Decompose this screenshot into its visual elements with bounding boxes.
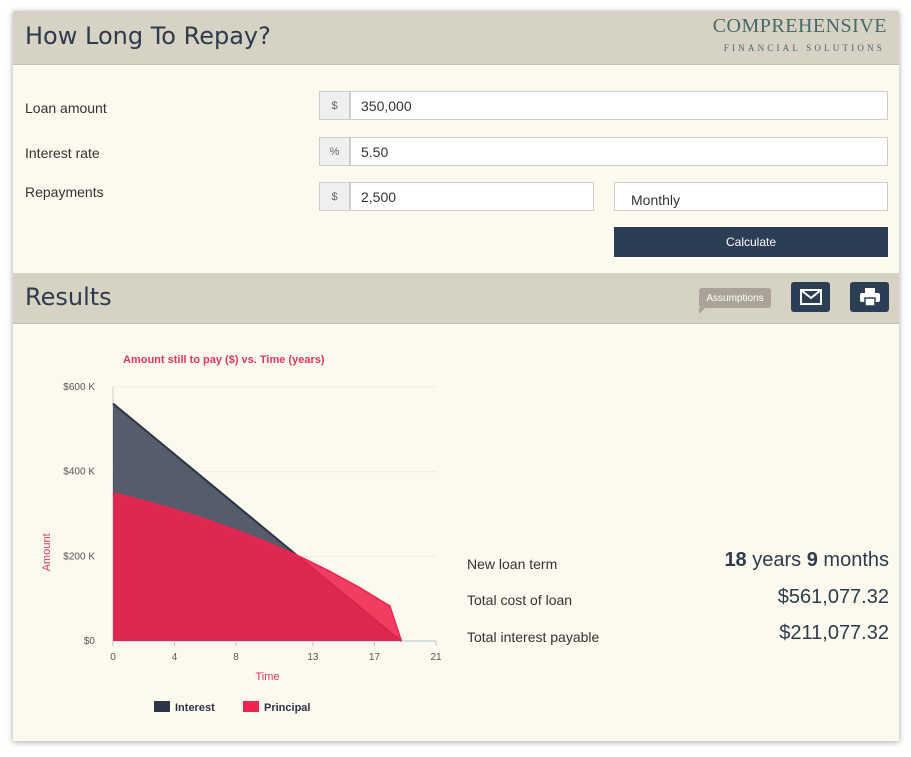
x-tick-label: 4 bbox=[172, 652, 178, 663]
y-axis-label: Amount bbox=[41, 533, 53, 571]
loan-amount-label: Loan amount bbox=[25, 100, 107, 116]
assumptions-button[interactable]: Assumptions bbox=[699, 288, 771, 314]
envelope-icon bbox=[799, 289, 822, 305]
y-tick-label: $400 K bbox=[63, 467, 95, 478]
x-axis-label: Time bbox=[255, 671, 279, 683]
x-tick-label: 0 bbox=[110, 652, 116, 663]
repayments-label: Repayments bbox=[25, 184, 104, 200]
term-label: New loan term bbox=[467, 556, 558, 572]
calculate-button[interactable]: Calculate bbox=[614, 227, 888, 257]
term-value: 18 years 9 months bbox=[724, 549, 889, 572]
legend-swatch-principal bbox=[243, 701, 259, 712]
interest-rate-label: Interest rate bbox=[25, 145, 100, 161]
total-cost-value: $561,077.32 bbox=[777, 586, 889, 608]
principal-line bbox=[112, 492, 403, 642]
legend-swatch-interest bbox=[154, 701, 170, 712]
x-tick-label: 8 bbox=[233, 652, 239, 663]
legend-label-interest: Interest bbox=[175, 702, 215, 714]
y-tick-label: $600 K bbox=[63, 382, 95, 393]
term-years-unit: years bbox=[752, 549, 802, 571]
chart-title: Amount still to pay ($) vs. Time (years) bbox=[123, 354, 325, 366]
loan-balance-chart: $0 $200 K $400 K $600 K 0 4 8 13 17 21 Time Amount I… bbox=[41, 382, 442, 714]
printer-icon bbox=[859, 288, 880, 306]
x-tick-label: 13 bbox=[307, 652, 319, 663]
currency-prefix: $ bbox=[319, 91, 350, 120]
legend-label-principal: Principal bbox=[264, 702, 310, 714]
repayments-input[interactable]: 2,500 bbox=[350, 182, 594, 211]
total-interest-label: Total interest payable bbox=[467, 629, 600, 645]
results-title: Results bbox=[25, 283, 112, 311]
loan-amount-input[interactable]: 350,000 bbox=[350, 91, 888, 120]
term-months-unit: months bbox=[823, 549, 889, 571]
term-months: 9 bbox=[806, 549, 818, 571]
total-cost-label: Total cost of loan bbox=[467, 592, 573, 608]
currency-prefix: $ bbox=[319, 182, 350, 211]
email-button[interactable] bbox=[791, 282, 830, 312]
logo-wordmark: COMPREHENSIVE bbox=[712, 15, 887, 37]
term-years: 18 bbox=[724, 549, 747, 571]
x-tick-label: 21 bbox=[430, 652, 442, 663]
total-interest-value: $211,077.32 bbox=[779, 622, 889, 644]
y-tick-label: $200 K bbox=[63, 551, 95, 562]
percent-prefix: % bbox=[319, 137, 350, 166]
x-tick-label: 17 bbox=[369, 652, 381, 663]
y-tick-label: $0 bbox=[84, 636, 96, 647]
page-title: How Long To Repay? bbox=[25, 22, 271, 50]
calculator-card: How Long To Repay? COMPREHENSIVE FINANCI… bbox=[13, 11, 899, 741]
principal-area bbox=[113, 492, 402, 641]
header-bar: How Long To Repay? COMPREHENSIVE FINANCI… bbox=[13, 11, 899, 65]
frequency-select[interactable]: Monthly bbox=[614, 182, 888, 211]
interest-rate-input[interactable]: 5.50 bbox=[350, 137, 888, 166]
logo-tagline: FINANCIAL SOLUTIONS bbox=[723, 43, 885, 53]
print-button[interactable] bbox=[850, 282, 889, 312]
